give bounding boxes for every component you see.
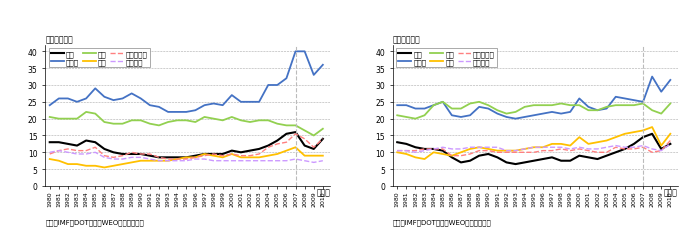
Legend: 日本, ドイツ, 英国, 米国, ドイツ域外, 英国域外: 日本, ドイツ, 英国, 米国, ドイツ域外, 英国域外 [396,49,497,68]
Legend: 日本, ドイツ, 英国, 米国, ドイツ域外, 英国域外: 日本, ドイツ, 英国, 米国, ドイツ域外, 英国域外 [49,49,149,68]
Text: （輸入、％）: （輸入、％） [393,36,420,45]
Text: 資料：IMF「DOT」、「WEO」から作成。: 資料：IMF「DOT」、「WEO」から作成。 [45,218,144,225]
Text: 資料：IMF「DOT」、「WEO」から作成。: 資料：IMF「DOT」、「WEO」から作成。 [393,218,491,225]
Text: （年）: （年） [664,188,678,197]
Text: （年）: （年） [316,188,330,197]
Text: （輸出、％）: （輸出、％） [45,36,73,45]
